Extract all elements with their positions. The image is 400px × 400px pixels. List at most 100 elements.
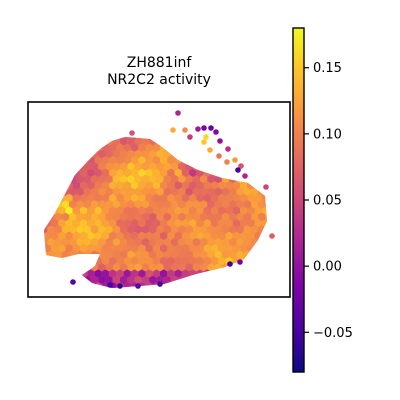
spot [189,168,197,177]
spot [181,269,190,278]
spot [123,256,131,266]
spot [221,275,230,285]
spot [101,269,110,278]
spot [127,200,135,209]
spot [174,219,182,228]
spot [109,219,117,228]
spot [265,275,267,285]
spot [254,181,262,190]
spot [112,212,120,222]
spot [116,219,124,228]
spot [120,187,128,196]
spot [76,174,84,184]
spot [240,219,248,228]
spot [72,206,80,215]
spot [207,275,215,285]
spot [127,275,135,285]
spot [247,282,255,288]
spot [156,225,164,234]
spot [196,244,204,253]
spot [80,143,88,152]
spot [185,149,193,159]
spot [265,225,267,234]
spot [160,269,168,278]
spot [44,282,51,288]
spot [76,237,84,247]
spot [112,237,120,247]
spot [123,244,131,253]
spot [145,143,153,152]
spot [196,256,204,266]
spot [218,219,226,228]
spot [214,162,222,171]
spot [258,250,266,259]
spot [196,137,204,140]
spot [229,212,237,222]
colorbar-tick-label: 0.05 [313,194,342,209]
spot [218,168,226,177]
spot [98,137,106,146]
spot [72,231,80,240]
spot [72,156,80,165]
plot-frame [27,101,291,298]
spot [69,162,77,171]
outlier-spots-layer [70,110,275,289]
spot [258,149,266,159]
spot [200,250,208,259]
spot [163,225,171,234]
spot [130,219,139,228]
spot [61,162,70,171]
spot [54,149,62,159]
spot [189,244,197,253]
spot [116,181,124,190]
spot [213,129,219,135]
spot [265,149,267,159]
spot [160,219,168,228]
spot [221,212,230,222]
spot [218,193,226,203]
spot [152,143,160,152]
spot [236,187,244,196]
spot [134,250,142,259]
spot [87,231,95,240]
spot [54,237,62,247]
spot [112,174,120,184]
spot [174,143,182,152]
spot [36,181,43,189]
spot [163,137,171,146]
spot [120,250,128,259]
spot [156,149,164,159]
spot [210,269,219,278]
spot [134,263,142,272]
spot [58,231,66,240]
spot [167,244,175,253]
spot [105,250,113,259]
spot [247,219,255,228]
spot [69,212,77,222]
spot [247,168,255,177]
spot [105,275,113,285]
spot [195,126,201,132]
spot [243,187,251,196]
spot [87,137,95,140]
chart-title-line1: ZH881inf [127,55,193,71]
spot [101,193,110,203]
spot [61,200,70,209]
spot [261,156,267,165]
spot [207,200,215,209]
spot [210,231,219,240]
spot [170,200,179,209]
spot [181,206,190,215]
spot [141,237,150,247]
spot [90,200,99,209]
spot [101,181,110,190]
spot [138,269,146,278]
spot [50,168,59,177]
spot [163,263,171,272]
spot [216,153,222,159]
spot [240,282,248,288]
spot [218,256,226,266]
spot [72,269,80,278]
spot [141,225,150,234]
spot [36,219,43,227]
